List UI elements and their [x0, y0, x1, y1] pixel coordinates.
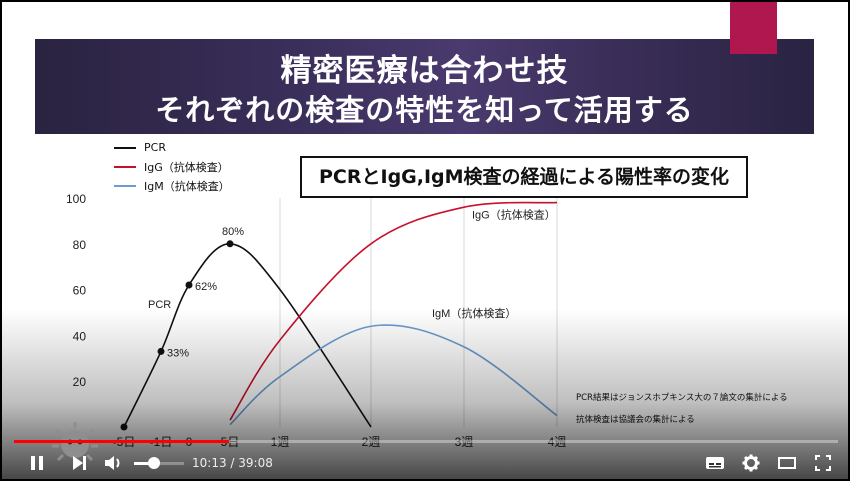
progress-bar[interactable]: [14, 440, 838, 443]
chart-legend: PCR IgG（抗体検査） IgM（抗体検査）: [114, 138, 230, 195]
data-point: [120, 423, 128, 431]
theater-mode-button[interactable]: [774, 451, 800, 475]
progress-played: [14, 440, 230, 443]
time-display: 10:13 / 39:08: [192, 456, 273, 470]
legend-swatch: [114, 146, 136, 149]
data-label: 62%: [195, 281, 217, 293]
subtitles-icon: [706, 457, 724, 469]
chart-title-box: PCRとIgG,IgM検査の経過による陽性率の変化: [300, 156, 748, 198]
series-line-0: [123, 242, 372, 428]
legend-swatch: [114, 165, 136, 168]
pause-button[interactable]: [24, 451, 50, 475]
data-label: 33%: [167, 347, 189, 359]
theater-icon: [778, 457, 796, 469]
slide-title-banner: 精密医療は合わせ技 それぞれの検査の特性を知って活用する: [35, 39, 814, 134]
skip-next-icon: [73, 456, 86, 470]
legend-item-igg: IgG（抗体検査）: [114, 157, 230, 176]
volume-slider[interactable]: [134, 457, 184, 469]
legend-label: IgG（抗体検査）: [144, 160, 229, 174]
series-label: PCR: [148, 299, 171, 311]
legend-item-igm: IgM（抗体検査）: [114, 176, 230, 195]
series-label: IgM（抗体検査）: [432, 306, 516, 320]
gear-icon: [742, 454, 760, 472]
series-label: IgG（抗体検査）: [472, 208, 556, 222]
data-point: [185, 281, 193, 289]
pause-icon: [31, 456, 43, 470]
legend-item-pcr: PCR: [114, 138, 230, 157]
y-tick-label: 20: [73, 375, 87, 389]
data-point: [226, 240, 234, 248]
volume-knob[interactable]: [148, 457, 160, 469]
slide-title-line2: それぞれの検査の特性を知って活用する: [155, 93, 694, 127]
fullscreen-icon: [815, 455, 831, 471]
y-tick-label: 60: [73, 284, 87, 298]
settings-button[interactable]: [738, 451, 764, 475]
source-note-antibody: 抗体検査は協議会の集計による: [576, 415, 695, 425]
virus-mascot-icon: [52, 422, 98, 462]
legend-label: IgM（抗体検査）: [144, 179, 230, 193]
data-point: [157, 347, 165, 355]
next-button[interactable]: [66, 451, 92, 475]
source-note-pcr: PCR結果はジョンスホプキンス大の７論文の集計による: [576, 393, 788, 403]
y-tick-label: 40: [73, 329, 87, 343]
volume-fill: [134, 462, 154, 465]
fullscreen-button[interactable]: [810, 451, 836, 475]
slide-title-line1: 精密医療は合わせ技: [280, 53, 569, 89]
player-controls: 10:13 / 39:08: [2, 447, 848, 479]
legend-label: PCR: [144, 141, 166, 154]
decorative-accent-bar: [730, 2, 777, 54]
subtitles-button[interactable]: [702, 451, 728, 475]
mute-button[interactable]: [100, 451, 126, 475]
y-tick-label: 100: [66, 192, 86, 206]
volume-icon: [105, 456, 120, 470]
legend-swatch: [114, 184, 136, 187]
y-tick-label: 80: [73, 238, 87, 252]
data-label: 80%: [222, 226, 244, 238]
